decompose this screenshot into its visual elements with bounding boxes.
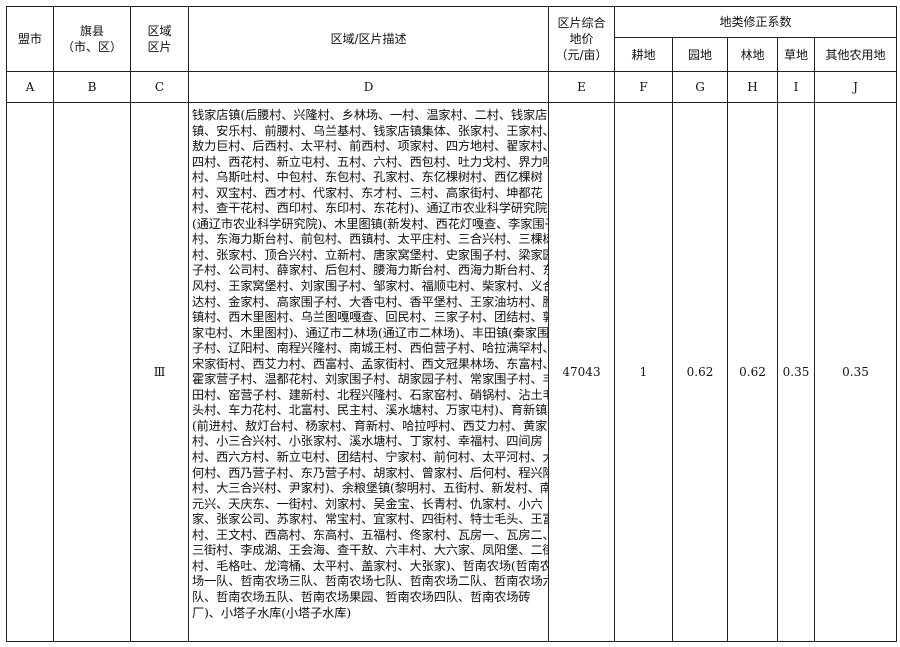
description-line: 家、张家公司、苏家村、常宝村、宜家村、四街村、特士毛头、王富 bbox=[192, 512, 548, 527]
description-line: 厂)、小塔子水库(小塔子水库) bbox=[192, 605, 352, 620]
header-coef-garden: 园地 bbox=[672, 37, 728, 72]
letter-j: J bbox=[813, 71, 898, 103]
description-line: 村、查干花村、西印村、东印村、东花村)、通辽市农业科学研究院 bbox=[192, 201, 548, 216]
table-row: Ⅲ 钱家店镇(后腰村、兴隆村、乡林场、一村、温家村、二村、钱家店 镇、安乐村、前腰… bbox=[6, 102, 898, 642]
letter-b: B bbox=[53, 71, 131, 103]
description-line: 四村、西花村、新立屯村、五村、六村、西包村、吐力戈村、界力吐 bbox=[192, 154, 548, 169]
description-line: 村、西六方村、新立屯村、团结村、宁家村、前何村、太平河村、大 bbox=[192, 450, 548, 465]
header-price-line3: （元/亩） bbox=[555, 48, 608, 62]
header-zone-line1: 区域 bbox=[147, 24, 172, 38]
description-line: 达村、金家村、高家围子村、大香屯村、香平堡村、王家油坊村、腰 bbox=[192, 294, 548, 309]
header-coef-grass: 草地 bbox=[777, 37, 815, 72]
header-county-line1: 旗县 bbox=[79, 24, 104, 38]
letter-g: G bbox=[672, 71, 728, 103]
cell-coef-forest: 0.62 bbox=[727, 102, 778, 642]
description-line: 镇村、西木里图村、乌兰图嘎嘎查、回民村、三家子村、团结村、郭 bbox=[192, 310, 548, 325]
header-description: 区域/区片描述 bbox=[188, 6, 549, 72]
header-coef-farmland: 耕地 bbox=[614, 37, 673, 72]
description-line: 村、毛格吐、龙湾桶、太平村、盖家村、大张家)、哲南农场(哲南农 bbox=[192, 558, 548, 573]
letter-d: D bbox=[188, 71, 549, 103]
description-line: 村、双宝村、西才村、代家村、东才村、三村、高家街村、坤都花 bbox=[192, 185, 543, 200]
cell-zone: Ⅲ bbox=[130, 102, 189, 642]
land-price-table: 盟市 旗县 （市、区） 区域区片 区域/区片描述 区片综合地价 （元/亩） 地类修正… bbox=[6, 6, 898, 642]
description-line: 子村、辽阳村、南程兴隆村、南城王村、西伯营子村、哈拉满罕村、 bbox=[192, 341, 548, 356]
description-line: (通辽市农业科学研究院)、木里图镇(新发村、西花灯嘎查、李家围子 bbox=[192, 216, 548, 231]
description-line: 场一队、哲南农场三队、哲南农场七队、哲南农场二队、哲南农场六 bbox=[192, 574, 548, 589]
header-price-line2: 地价 bbox=[569, 32, 594, 46]
letter-a: A bbox=[6, 71, 54, 103]
description-line: 子村、公司村、薛家村、后包村、腰海力斯台村、西海力斯台村、东 bbox=[192, 263, 548, 278]
description-line: 头村、车力花村、北富村、民主村、溪水塘村、万家屯村)、育新镇 bbox=[192, 403, 548, 418]
description-line: 村、东海力斯台村、前包村、西镇村、太平庄村、三合兴村、三棵树 bbox=[192, 232, 548, 247]
description-line: 镇、安乐村、前腰村、乌兰基村、钱家店镇集体、张家村、王家村、 bbox=[192, 123, 548, 138]
description-line: 敖力巨村、后西村、太平村、前西村、项家村、四方地村、翟家村、 bbox=[192, 139, 548, 154]
header-county: 旗县 （市、区） bbox=[53, 6, 131, 72]
header-zone: 区域 区片 bbox=[130, 6, 189, 72]
cell-county bbox=[53, 102, 131, 642]
description-line: 村、大三合兴村、尹家村)、余粮堡镇(黎明村、五街村、新发村、南 bbox=[192, 481, 548, 496]
header-coef-forest: 林地 bbox=[727, 37, 778, 72]
description-line: 村、乌斯吐村、中包村、东包村、孔家村、东亿棵树村、西亿棵树 bbox=[192, 170, 543, 185]
description-line: 风村、王家窝堡村、刘家围子村、邹家村、福顺屯村、柴家村、义合 bbox=[192, 279, 548, 294]
letter-e: E bbox=[548, 71, 615, 103]
letter-f: F bbox=[614, 71, 673, 103]
cell-price: 47043 bbox=[548, 102, 615, 642]
header-city: 盟市 bbox=[6, 6, 54, 72]
description-line: 村、张家村、顶合兴村、立新村、唐家窝堡村、史家围子村、梁家园 bbox=[192, 247, 548, 262]
cell-coef-garden: 0.62 bbox=[672, 102, 728, 642]
description-line: (前进村、敖灯台村、杨家村、育新村、哈拉呼村、西艾力村、黄家 bbox=[192, 418, 548, 433]
description-text: 钱家店镇(后腰村、兴隆村、乡林场、一村、温家村、二村、钱家店 镇、安乐村、前腰村、… bbox=[192, 108, 548, 621]
cell-city bbox=[6, 102, 54, 642]
header-county-line2: （市、区） bbox=[61, 40, 122, 54]
description-line: 队、哲南农场五队、哲南农场果园、哲南农场四队、哲南农场砖 bbox=[192, 589, 531, 604]
description-line: 家屯村、木里图村)、通辽市二林场(通辽市二林场)、丰田镇(秦家围 bbox=[192, 325, 548, 340]
description-line: 霍家营子村、温都花村、刘家围子村、胡家园子村、常家围子村、丰 bbox=[192, 372, 548, 387]
header-coef-other: 其他农用地 bbox=[813, 37, 898, 72]
description-line: 钱家店镇(后腰村、兴隆村、乡林场、一村、温家村、二村、钱家店 bbox=[192, 108, 548, 122]
letter-h: H bbox=[727, 71, 778, 103]
header-coef-group: 地类修正系数 bbox=[613, 6, 898, 38]
letter-i: I bbox=[777, 71, 815, 103]
letter-c: C bbox=[130, 71, 189, 103]
cell-coef-farmland: 1 bbox=[614, 102, 673, 642]
description-line: 元兴、天庆东、一街村、刘家村、吴金宝、长青村、仇家村、小六 bbox=[192, 496, 543, 511]
description-line: 田村、窑营子村、建新村、北程兴隆村、石家窑村、硝锅村、沾土毛 bbox=[192, 387, 548, 402]
cell-description: 钱家店镇(后腰村、兴隆村、乡林场、一村、温家村、二村、钱家店 镇、安乐村、前腰村、… bbox=[188, 102, 549, 642]
description-line: 三街村、李成湖、王会海、查干敖、六丰村、大六家、凤阳堡、二街 bbox=[192, 543, 548, 558]
header-price: 区片综合地价 （元/亩） bbox=[548, 6, 615, 72]
header-price-line1: 区片综合 bbox=[557, 16, 606, 30]
description-line: 何村、西乃营子村、东乃营子村、胡家村、曾家村、后何村、程兴隆 bbox=[192, 465, 548, 480]
description-line: 村、小三合兴村、小张家村、溪水塘村、丁家村、幸福村、四间房 bbox=[192, 434, 543, 449]
header-zone-line2: 区片 bbox=[147, 40, 172, 54]
description-line: 村、王文村、西高村、东高村、五福村、佟家村、瓦房一、瓦房二、 bbox=[192, 527, 548, 542]
description-line: 宋家街村、西艾力村、西富村、孟家街村、西文冠果林场、东富村、 bbox=[192, 356, 548, 371]
cell-coef-other: 0.35 bbox=[813, 102, 898, 642]
cell-coef-grass: 0.35 bbox=[777, 102, 815, 642]
